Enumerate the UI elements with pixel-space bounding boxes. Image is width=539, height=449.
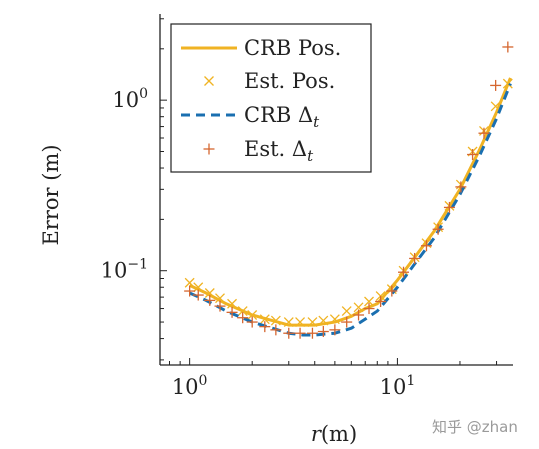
est-pos-marker [215,293,225,304]
legend-label: Est. Pos. [244,69,335,93]
est-pos-marker [341,306,352,317]
legend-marker-symbol [204,76,214,86]
est-pos-marker [184,277,195,288]
est-delta-t-marker [294,327,306,339]
est-delta-t-marker [502,41,514,53]
est-delta-t-marker [409,252,421,264]
est-pos-marker [247,310,258,320]
x-axis-variable: r [311,422,323,446]
est-delta-t-marker [467,149,479,161]
est-delta-t-marker [443,201,455,213]
series-line-crb-delta-t [189,83,512,337]
est-delta-t-marker [490,79,502,91]
legend-label: Est. Δt [244,137,314,165]
est-pos-marker [237,306,248,317]
x-axis-unit: (m) [321,422,357,446]
est-pos-marker [193,282,204,293]
tick-labels: 100 101 100 10−1 [101,86,416,399]
x-tick-label: 100 [172,373,208,399]
est-delta-t-marker [270,324,282,336]
est-delta-t-marker [432,223,444,235]
est-delta-t-marker [246,316,258,328]
legend-entry: CRB Δt [181,103,320,131]
est-delta-t-marker [375,295,387,307]
est-pos-marker [502,78,513,89]
est-pos-marker [270,315,281,326]
est-pos-marker [364,296,374,307]
est-delta-t-marker [478,127,490,139]
est-delta-t-marker [455,181,467,193]
x-axis-title: r(m) [311,422,357,446]
legend-entry: CRB Pos. [181,36,341,60]
x-tick-label: 101 [380,373,416,399]
est-delta-t-marker [184,285,196,297]
est-pos-marker [353,302,364,313]
est-delta-t-marker [204,294,216,306]
legend-marker-symbol [203,143,215,155]
legend-entry: Est. Δt [203,137,314,165]
est-pos-marker [307,317,318,328]
est-delta-t-marker [353,309,365,321]
y-tick-label: 10−1 [101,257,148,283]
est-pos-marker [283,317,294,328]
est-pos-marker [295,317,306,328]
est-pos-marker [329,314,340,325]
y-tick-label: 100 [112,86,148,112]
watermark: 知乎 @zhan [432,418,518,436]
y-axis-title: Error (m) [39,144,63,245]
legend-label: CRB Δt [244,103,320,131]
est-delta-t-marker [420,240,432,252]
est-delta-t-marker [317,326,329,338]
legend: CRB Pos. Est. Pos. CRB Δt Est. Δt [170,23,372,173]
est-delta-t-marker [398,266,410,278]
axes [159,14,513,366]
est-delta-t-marker [363,303,375,315]
series-layer [184,41,514,339]
est-delta-t-marker [259,321,271,333]
est-delta-t-marker [283,327,295,339]
est-delta-t-marker [329,324,341,336]
est-pos-marker [204,288,215,298]
est-pos-marker [318,315,329,326]
est-delta-t-marker [226,306,238,318]
est-delta-t-marker [192,289,204,301]
legend-label: CRB Pos. [244,36,341,60]
est-delta-t-marker [214,300,226,312]
est-pos-marker [259,314,270,325]
est-pos-marker [227,298,238,309]
legend-entry: Est. Pos. [204,69,335,93]
est-delta-t-marker [306,327,318,339]
est-delta-t-marker [237,312,249,324]
est-delta-t-marker [341,316,353,328]
est-delta-t-marker [386,285,398,297]
